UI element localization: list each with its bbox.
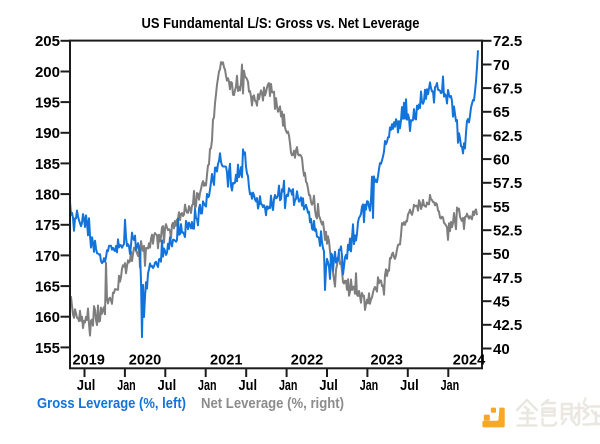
svg-text:175: 175 xyxy=(35,217,60,234)
svg-text:Net Leverage (%, right): Net Leverage (%, right) xyxy=(201,395,344,412)
svg-text:67.5: 67.5 xyxy=(493,81,522,98)
svg-text:2023: 2023 xyxy=(370,351,403,368)
svg-text:Jan: Jan xyxy=(198,377,217,394)
svg-text:190: 190 xyxy=(35,125,60,142)
svg-text:2021: 2021 xyxy=(210,351,243,368)
svg-text:50: 50 xyxy=(493,246,510,263)
svg-text:170: 170 xyxy=(35,248,60,265)
svg-text:205: 205 xyxy=(35,33,60,50)
svg-text:57.5: 57.5 xyxy=(493,175,522,192)
svg-text:Jul: Jul xyxy=(158,377,177,394)
svg-text:Jan: Jan xyxy=(360,377,379,394)
svg-text:Gross Leverage (%, left): Gross Leverage (%, left) xyxy=(37,395,186,412)
svg-text:200: 200 xyxy=(35,64,60,81)
svg-text:70: 70 xyxy=(493,57,510,74)
svg-text:2020: 2020 xyxy=(129,351,162,368)
svg-text:Jul: Jul xyxy=(77,377,96,394)
svg-text:155: 155 xyxy=(35,340,60,357)
svg-text:47.5: 47.5 xyxy=(493,270,522,287)
svg-text:Jul: Jul xyxy=(400,377,419,394)
svg-text:160: 160 xyxy=(35,309,60,326)
svg-text:2019: 2019 xyxy=(72,351,105,368)
svg-text:US Fundamental L/S: Gross vs.: US Fundamental L/S: Gross vs. Net Levera… xyxy=(142,16,420,32)
svg-text:Jan: Jan xyxy=(441,377,460,394)
svg-text:52.5: 52.5 xyxy=(493,223,522,240)
svg-text:65: 65 xyxy=(493,104,510,121)
svg-text:Jul: Jul xyxy=(239,377,258,394)
svg-text:2022: 2022 xyxy=(291,351,324,368)
svg-text:2024: 2024 xyxy=(453,351,486,368)
svg-text:Jul: Jul xyxy=(319,377,338,394)
svg-text:60: 60 xyxy=(493,152,510,169)
svg-text:42.5: 42.5 xyxy=(493,317,522,334)
svg-text:185: 185 xyxy=(35,156,60,173)
svg-text:62.5: 62.5 xyxy=(493,128,522,145)
svg-text:165: 165 xyxy=(35,279,60,296)
svg-text:45: 45 xyxy=(493,294,510,311)
svg-text:Jan: Jan xyxy=(117,377,136,394)
svg-text:40: 40 xyxy=(493,341,510,358)
svg-text:72.5: 72.5 xyxy=(493,33,522,50)
svg-text:55: 55 xyxy=(493,199,510,216)
svg-text:180: 180 xyxy=(35,187,60,204)
svg-text:195: 195 xyxy=(35,95,60,112)
svg-text:Jan: Jan xyxy=(279,377,298,394)
